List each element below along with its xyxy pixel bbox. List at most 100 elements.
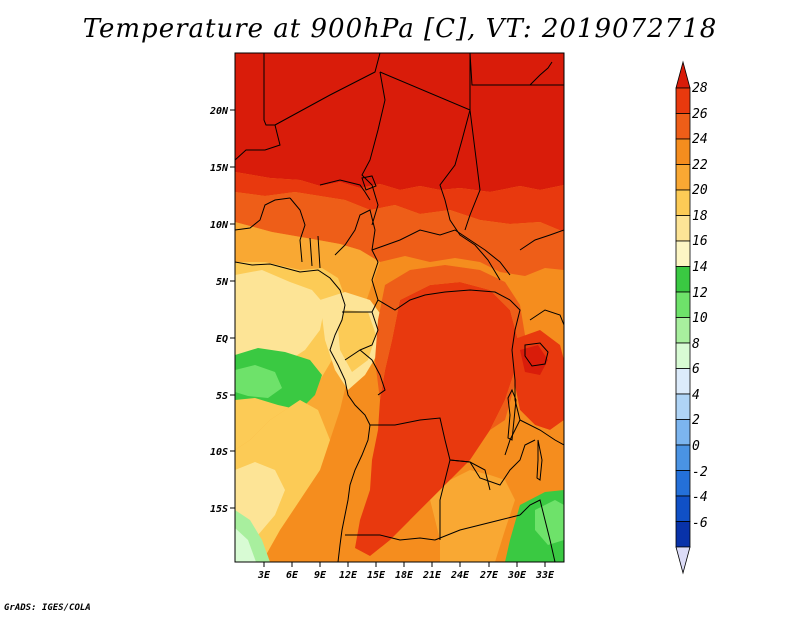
cbar-label-m2: -2 [692, 465, 708, 480]
cbar-label-m6: -6 [692, 516, 708, 531]
border-libya-egypt [469, 53, 564, 86]
cbar-label-2: 2 [692, 413, 700, 428]
colorbar-swatch [675, 138, 691, 165]
cbar-label-26: 26 [692, 107, 708, 122]
colorbar-swatch [675, 164, 691, 191]
border-angola-namibia [345, 534, 436, 541]
cbar-label-18: 18 [692, 209, 708, 224]
border-tanzania [519, 419, 564, 446]
border-gabon-congo [344, 349, 386, 396]
lon-label-18e: 18E [395, 570, 414, 581]
borders [235, 53, 564, 562]
cbar-label-10: 10 [692, 311, 708, 326]
border-drc-zambia [449, 439, 536, 486]
border-nile [464, 109, 481, 231]
border-mozambique [519, 499, 556, 562]
lon-label-24e: 24E [450, 570, 470, 581]
border-sudan-ethiopia [519, 229, 564, 251]
colorbar-swatch [675, 444, 691, 471]
colorbar-bottom-arrow [675, 546, 691, 575]
field-south-orange [390, 500, 440, 562]
field-congo-red [355, 282, 518, 556]
cbar-label-4: 4 [692, 388, 700, 403]
border-uganda-kenya [529, 309, 564, 326]
lon-label-27e: 27E [479, 570, 499, 581]
lon-label-33e: 33E [535, 570, 555, 581]
lat-label-5s: 5S [216, 391, 228, 402]
colorbar-swatch [675, 189, 691, 216]
border-car-congo [377, 289, 511, 311]
colorbar-swatch [675, 342, 691, 369]
cbar-label-6: 6 [692, 362, 700, 377]
colorbar-swatch [675, 419, 691, 446]
cbar-label-0: 0 [692, 439, 700, 454]
colorbar-swatch [675, 521, 691, 548]
colorbar-swatch [675, 240, 691, 267]
field-se-light-green [535, 500, 564, 545]
field-sahara-hot [235, 53, 564, 192]
border-nigeria-cameroon [334, 209, 379, 313]
colorbar-top-arrow [675, 60, 691, 89]
cbar-label-m4: -4 [692, 490, 708, 505]
lon-label-15e: 15E [367, 570, 386, 581]
colorbar-swatch [675, 495, 691, 522]
border-drc-east [504, 299, 521, 456]
lat-label-eq: EQ [216, 334, 228, 345]
border-burkina [289, 197, 306, 241]
lake-victoria [524, 342, 549, 367]
colorbar-swatch [675, 291, 691, 318]
field-sw-ocean-pale [235, 528, 256, 562]
cbar-label-20: 20 [692, 183, 708, 198]
lat-label-10n: 10N [210, 220, 229, 231]
field-sahel-red [235, 172, 564, 232]
colorbar-swatch [675, 368, 691, 395]
cbar-label-16: 16 [692, 234, 708, 249]
colorbar-swatches [675, 60, 691, 575]
border-drc-angola [370, 417, 491, 491]
border-mali-guinea [235, 197, 291, 231]
red-sea-coast [529, 61, 553, 86]
lon-label-12e: 12E [339, 570, 358, 581]
border-angola-zambia [439, 459, 451, 540]
colorbar-labels: 28 26 24 22 20 18 16 14 12 10 8 6 4 2 0 … [692, 81, 708, 531]
border-cameroon-car [371, 229, 511, 276]
plot-frame [234, 52, 565, 563]
lake-chad [361, 175, 377, 191]
lon-label-3e: 3E [257, 570, 271, 581]
colorbar: 28 26 24 22 20 18 16 14 12 10 8 6 4 2 0 … [675, 60, 708, 575]
colorbar-swatch [675, 266, 691, 293]
grads-credit: GrADS: IGES/COLA [4, 603, 91, 613]
border-zambia-zimbabwe [434, 514, 521, 541]
lat-label-20n: 20N [209, 106, 229, 117]
border-chad-sudan [439, 109, 501, 281]
cbar-label-14: 14 [692, 260, 708, 275]
lake-malawi [536, 439, 543, 481]
cbar-label-8: 8 [692, 337, 700, 352]
colorbar-swatch [675, 87, 691, 114]
border-mali-niger [274, 53, 381, 126]
field-east-orange [505, 410, 564, 500]
map-title: Temperature at 900hPa [C], VT: 201907271… [82, 14, 718, 44]
border-niger-nigeria [319, 179, 371, 201]
border-mauritania-mali [235, 53, 281, 161]
coastline-west-africa [235, 261, 371, 562]
colorbar-swatch [675, 470, 691, 497]
field-south-light-orange [430, 470, 515, 562]
lat-label-10s: 10S [210, 447, 228, 458]
colorbar-swatch [675, 317, 691, 344]
lat-label-15n: 15N [210, 163, 229, 174]
colorbar-swatch [675, 393, 691, 420]
field-lakes-deep-red [520, 345, 548, 375]
cbar-label-12: 12 [692, 286, 708, 301]
lake-tanganyika [507, 388, 517, 441]
lon-label-21e: 21E [422, 570, 442, 581]
border-cameroon-gabon [342, 311, 379, 351]
cbar-label-24: 24 [692, 132, 708, 147]
lon-label-6e: 6E [286, 570, 299, 581]
cbar-label-28: 28 [692, 81, 708, 96]
colorbar-swatch [675, 215, 691, 242]
lat-label-5n: 5N [216, 277, 229, 288]
lat-label-15s: 15S [210, 504, 228, 515]
cbar-label-22: 22 [692, 158, 708, 173]
border-ghana-togo [299, 235, 321, 269]
